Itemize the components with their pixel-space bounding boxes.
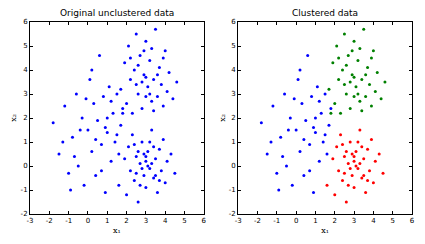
- svg-text:-2: -2: [21, 210, 28, 218]
- svg-text:x₂: x₂: [9, 114, 18, 122]
- svg-text:4: 4: [23, 66, 28, 74]
- svg-text:2: 2: [333, 217, 337, 225]
- svg-text:5: 5: [390, 217, 394, 225]
- svg-text:3: 3: [144, 217, 148, 225]
- svg-text:-2: -2: [254, 217, 261, 225]
- svg-text:6: 6: [23, 18, 28, 26]
- svg-text:6: 6: [231, 18, 236, 26]
- svg-text:3: 3: [352, 217, 356, 225]
- svg-text:4: 4: [231, 66, 236, 74]
- svg-text:-1: -1: [21, 186, 28, 194]
- svg-text:x₂: x₂: [218, 114, 227, 122]
- svg-text:3: 3: [231, 90, 235, 98]
- svg-text:-3: -3: [235, 217, 242, 225]
- svg-text:-3: -3: [27, 217, 34, 225]
- svg-text:x₁: x₁: [113, 226, 121, 235]
- svg-text:0: 0: [231, 162, 235, 170]
- svg-text:-2: -2: [46, 217, 53, 225]
- svg-text:0: 0: [86, 217, 90, 225]
- svg-text:1: 1: [105, 217, 109, 225]
- svg-text:-1: -1: [273, 217, 280, 225]
- svg-text:2: 2: [124, 217, 128, 225]
- svg-text:5: 5: [182, 217, 186, 225]
- svg-text:Original unclustered data: Original unclustered data: [60, 8, 174, 18]
- svg-text:Clustered data: Clustered data: [292, 8, 358, 18]
- svg-text:5: 5: [231, 42, 235, 50]
- svg-text:-1: -1: [229, 186, 236, 194]
- svg-text:x₁: x₁: [321, 226, 329, 235]
- svg-text:3: 3: [23, 90, 27, 98]
- svg-text:2: 2: [23, 114, 27, 122]
- svg-text:0: 0: [23, 162, 27, 170]
- svg-text:4: 4: [163, 217, 168, 225]
- svg-text:1: 1: [313, 217, 317, 225]
- svg-text:6: 6: [202, 217, 207, 225]
- svg-text:5: 5: [23, 42, 27, 50]
- svg-text:6: 6: [410, 217, 415, 225]
- svg-text:1: 1: [23, 138, 27, 146]
- svg-text:1: 1: [231, 138, 235, 146]
- svg-text:4: 4: [371, 217, 376, 225]
- svg-text:0: 0: [294, 217, 298, 225]
- svg-text:-2: -2: [229, 210, 236, 218]
- svg-text:-1: -1: [65, 217, 72, 225]
- svg-text:2: 2: [231, 114, 235, 122]
